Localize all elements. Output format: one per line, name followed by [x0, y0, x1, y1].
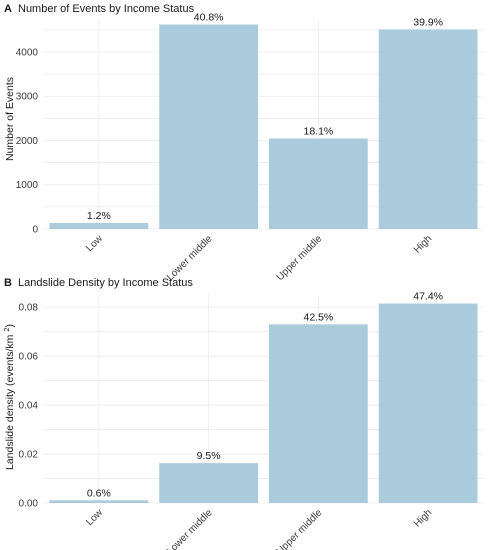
y-tick-label: 0	[32, 225, 38, 236]
bar-lower-middle	[159, 24, 259, 230]
x-tick-label: Upper middle	[275, 233, 325, 283]
panel-b-y-axis-label-superscript: 2	[2, 328, 11, 332]
y-tick-label: 0.04	[19, 401, 39, 412]
panel-b: B Landslide Density by Income Status Lan…	[2, 277, 483, 550]
panel-b-y-axis-label: Landslide density (events/km 2)	[2, 324, 17, 470]
data-label: 42.5%	[303, 311, 333, 323]
bar-upper-middle	[268, 138, 368, 229]
data-label: 39.9%	[413, 16, 443, 28]
y-tick-label: 2000	[16, 136, 39, 147]
panel-a-y-ticks: 0 1000 2000 3000 4000	[16, 47, 39, 235]
panel-a-y-axis-label: Number of Events	[4, 77, 16, 161]
x-tick-label: High	[412, 233, 434, 255]
data-label: 40.8%	[194, 12, 224, 24]
bar-high	[378, 303, 478, 503]
bar-high	[378, 29, 478, 230]
data-label: 18.1%	[303, 125, 333, 137]
bar-low	[49, 223, 149, 229]
panel-a-data-labels: 1.2% 40.8% 18.1% 39.9%	[87, 12, 443, 222]
x-tick-label: Lower middle	[165, 233, 215, 283]
data-label: 1.2%	[87, 210, 111, 222]
y-tick-label: 0.02	[19, 450, 39, 461]
panel-b-data-labels: 0.6% 9.5% 42.5% 47.4%	[87, 291, 443, 500]
panel-b-y-ticks: 0.00 0.02 0.04 0.06 0.08	[19, 303, 39, 510]
bar-upper-middle	[268, 324, 368, 503]
bar-low	[49, 500, 149, 503]
panel-b-label: B	[4, 277, 12, 289]
panel-b-y-axis-label-tail: )	[4, 324, 16, 328]
x-tick-label: Low	[84, 233, 105, 254]
panel-b-y-axis-label-text: Landslide density (events/km	[4, 334, 16, 470]
data-label: 9.5%	[197, 450, 221, 462]
y-tick-label: 1000	[16, 180, 39, 191]
panel-a-title: Number of Events by Income Status	[18, 3, 195, 15]
x-tick-label: High	[412, 507, 434, 529]
y-tick-label: 0.00	[19, 499, 39, 510]
data-label: 0.6%	[87, 487, 111, 499]
y-tick-label: 3000	[16, 92, 39, 103]
panel-b-bars	[49, 303, 478, 503]
x-tick-label: Low	[84, 507, 105, 528]
y-tick-label: 4000	[16, 47, 39, 58]
x-tick-label: Upper middle	[275, 507, 325, 550]
y-tick-label: 0.06	[19, 352, 39, 363]
bar-lower-middle	[159, 463, 259, 503]
panel-a-x-ticks: Low Lower middle Upper middle High	[84, 233, 434, 283]
panel-a: A Number of Events by Income Status Numb…	[4, 3, 483, 283]
x-tick-label: Lower middle	[165, 507, 215, 550]
data-label: 47.4%	[413, 291, 443, 303]
panel-b-x-ticks: Low Lower middle Upper middle High	[84, 507, 434, 550]
y-tick-label: 0.08	[19, 303, 39, 314]
panel-b-title: Landslide Density by Income Status	[18, 277, 193, 289]
panel-a-bars	[49, 24, 478, 230]
panel-a-label: A	[4, 3, 12, 15]
